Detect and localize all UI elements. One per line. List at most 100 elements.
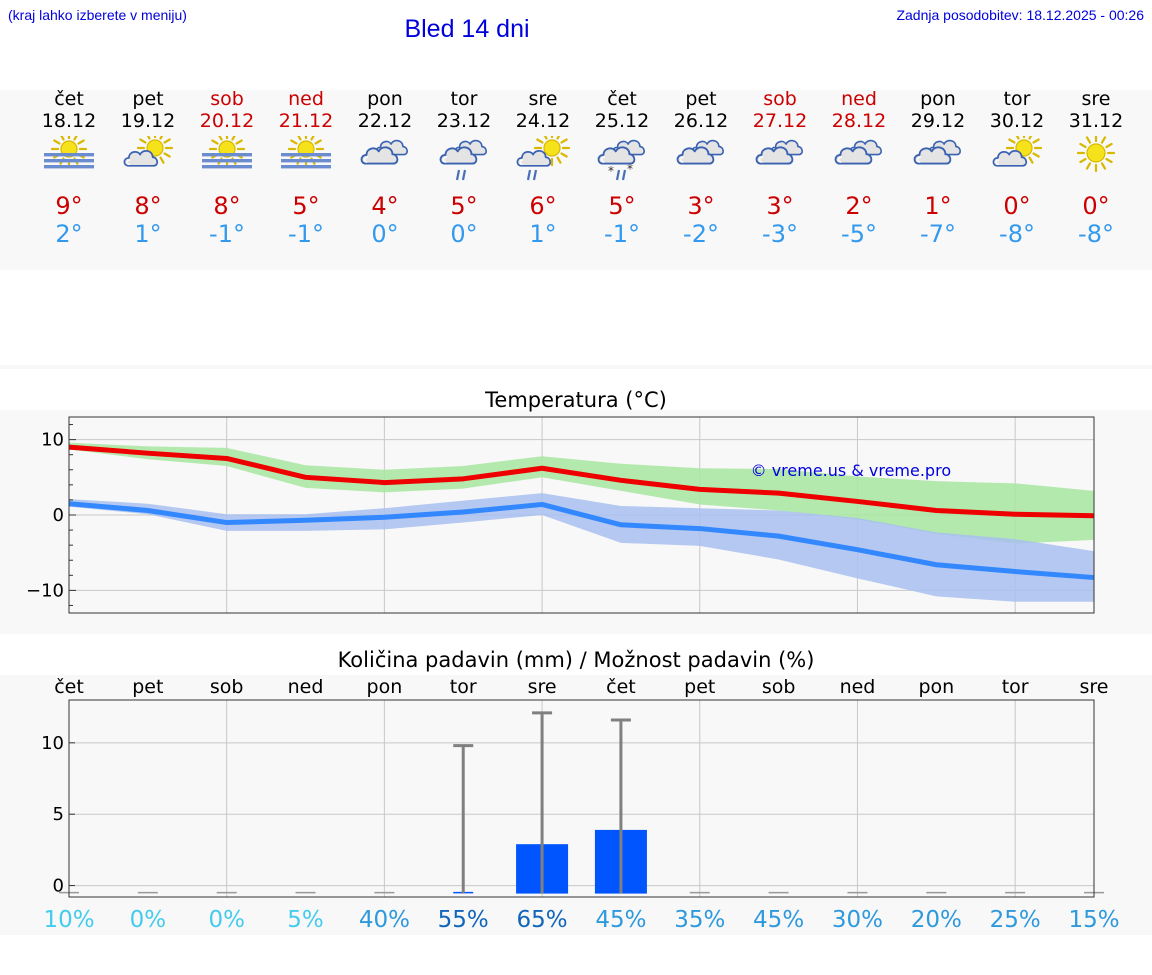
page-title: Bled 14 dni	[404, 15, 530, 43]
min-temperature: 0°	[450, 220, 478, 248]
cloud-shape	[913, 146, 952, 165]
max-temperature: 8°	[134, 192, 162, 220]
max-temperature: 2°	[845, 192, 873, 220]
day-column: pet 26.12 3° -2°	[662, 88, 740, 248]
y-tick-label: −10	[26, 580, 64, 601]
day-column: tor 23.12 5° 0°	[425, 88, 503, 248]
snowflake: *	[627, 162, 633, 176]
max-temperature: 3°	[687, 192, 715, 220]
fog-lines	[202, 153, 252, 169]
y-tick-label: 10	[41, 733, 64, 754]
cloud-shape	[597, 146, 636, 165]
plot-border	[68, 699, 1095, 898]
day-date: 29.12	[910, 110, 966, 132]
precip-probability: 0%	[208, 907, 245, 933]
max-temperature: 4°	[371, 192, 399, 220]
category-label: čet	[54, 676, 84, 698]
sun-shape	[1076, 133, 1116, 173]
sun-fog-icon-graphic	[44, 130, 94, 169]
min-temperature: 1°	[529, 220, 557, 248]
max-temperature: 6°	[529, 192, 557, 220]
min-temperature: -2°	[683, 220, 719, 248]
sun-fog-icon	[188, 130, 266, 186]
min-temperature: 0°	[371, 220, 399, 248]
precip-probability: 45%	[595, 907, 646, 933]
precip-probability: 35%	[674, 907, 725, 933]
location-menu-hint: (kraj lahko izberete v meniju)	[8, 7, 187, 23]
category-label: pon	[918, 676, 954, 698]
sun-fog-icon	[267, 130, 345, 186]
max-temperature: 5°	[292, 192, 320, 220]
day-name: čet	[607, 88, 637, 110]
cloudy-icon-graphic	[834, 139, 882, 165]
day-column: sob 27.12 3° -3°	[741, 88, 819, 248]
day-column: sre 24.12 6° 1°	[504, 88, 582, 248]
sun-cloud-icon-graphic	[992, 129, 1043, 167]
day-date: 18.12	[41, 110, 97, 132]
plot-area	[69, 700, 1094, 897]
precipitation-chart-title: Količina padavin (mm) / Možnost padavin …	[337, 648, 815, 672]
day-name: ned	[841, 88, 877, 110]
day-name: tor	[1003, 88, 1031, 110]
day-date: 27.12	[752, 110, 808, 132]
day-date: 30.12	[989, 110, 1045, 132]
temperature-chart-title: Temperatura (°C)	[485, 388, 667, 412]
day-column: sob 20.12 8° -1°	[188, 88, 266, 248]
divider	[0, 365, 1152, 369]
day-column: pon 29.12 1° -7°	[899, 88, 977, 248]
rain-drops	[526, 169, 538, 181]
rain-drops	[615, 169, 627, 181]
cloudy-icon-graphic	[676, 139, 724, 165]
snowflake: *	[608, 164, 614, 178]
day-date: 24.12	[515, 110, 571, 132]
day-name: sre	[528, 88, 558, 110]
day-name: pet	[685, 88, 717, 110]
fog-lines	[281, 153, 331, 169]
category-label: čet	[606, 676, 636, 698]
min-temperature: 1°	[134, 220, 162, 248]
category-label: pon	[367, 676, 403, 698]
sun-rain-icon	[504, 129, 582, 186]
min-temperature: -7°	[920, 220, 956, 248]
max-temperature: 1°	[924, 192, 952, 220]
day-name: ned	[288, 88, 324, 110]
last-update: Zadnja posodobitev: 18.12.2025 - 00:26	[896, 7, 1144, 23]
precip-probability: 55%	[438, 907, 489, 933]
min-temperature: -1°	[604, 220, 640, 248]
forecast-band	[0, 90, 1152, 270]
cloud-shape	[439, 146, 478, 165]
min-temperature: 2°	[55, 220, 83, 248]
cloudy-icon	[899, 136, 977, 186]
precip-probability: 65%	[517, 907, 568, 933]
temperature-chart: 10 0 −10 © vreme.us & vreme.pro	[26, 416, 1095, 614]
y-tick-label: 0	[53, 505, 64, 526]
day-column: tor 30.12 0° -8°	[978, 88, 1056, 248]
min-temperature: -1°	[209, 220, 245, 248]
sleet-icon-graphic: * *	[597, 139, 645, 181]
series-band-max	[69, 442, 1094, 544]
day-column: čet 18.12 9° 2°	[30, 88, 108, 248]
day-column: ned 21.12 5° -1°	[267, 88, 345, 248]
min-temperature: -1°	[288, 220, 324, 248]
day-date: 28.12	[831, 110, 887, 132]
precip-probability: 20%	[911, 907, 962, 933]
max-temperature: 0°	[1082, 192, 1110, 220]
cloudy-icon	[346, 136, 424, 186]
cloud-shape	[360, 146, 399, 165]
day-name: sob	[210, 88, 244, 110]
rain-drops	[455, 169, 467, 181]
sun-cloud-icon-graphic	[123, 129, 174, 167]
cloudy-icon	[662, 136, 740, 186]
category-label: pet	[132, 676, 163, 698]
day-date: 25.12	[594, 110, 650, 132]
max-temperature: 0°	[1003, 192, 1031, 220]
cloud-shape	[992, 150, 1028, 167]
day-date: 23.12	[436, 110, 492, 132]
precip-probability: 40%	[359, 907, 410, 933]
day-name: pon	[367, 88, 403, 110]
cloud-shape	[676, 146, 715, 165]
sun-fog-icon-graphic	[281, 130, 331, 169]
cloudy-icon	[820, 136, 898, 186]
category-label: pet	[684, 676, 715, 698]
category-label: sob	[210, 676, 244, 698]
